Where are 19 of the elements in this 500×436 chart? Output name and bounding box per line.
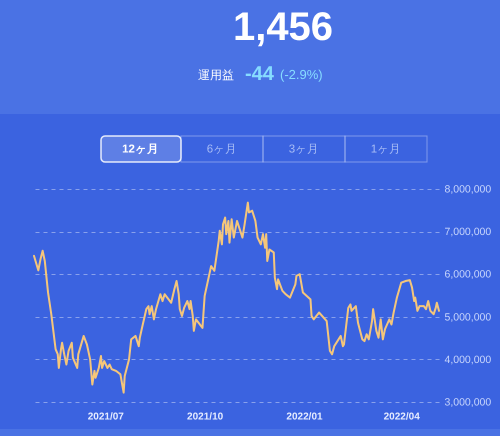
text: 3ヶ月: [288, 142, 320, 156]
chart-title: 1,456: [232, 5, 334, 49]
text: 12ヶ月: [122, 142, 159, 156]
y-tick-label: 6,000,000: [444, 268, 492, 281]
x-tick-label: 2021/07: [88, 412, 124, 422]
y-tick-label: 7,000,000: [444, 226, 492, 238]
chart-subtitle: 運用益: [198, 68, 234, 82]
text: (-2.9%): [280, 67, 323, 82]
text: 6ヶ月: [206, 142, 238, 156]
text: -44: [245, 63, 275, 85]
y-tick-label: 8,000,000: [444, 184, 492, 196]
x-tick-label: 2022/04: [384, 412, 420, 422]
line-series: [33, 202, 440, 394]
x-tick-label: 2021/10: [187, 412, 224, 422]
text: 1ヶ月: [370, 142, 402, 156]
y-tick-label: 4,000,000: [444, 354, 492, 366]
y-tick-label: 5,000,000: [444, 311, 492, 324]
x-tick-label: 2022/01: [286, 412, 324, 422]
y-tick-label: 3,000,000: [444, 396, 492, 408]
